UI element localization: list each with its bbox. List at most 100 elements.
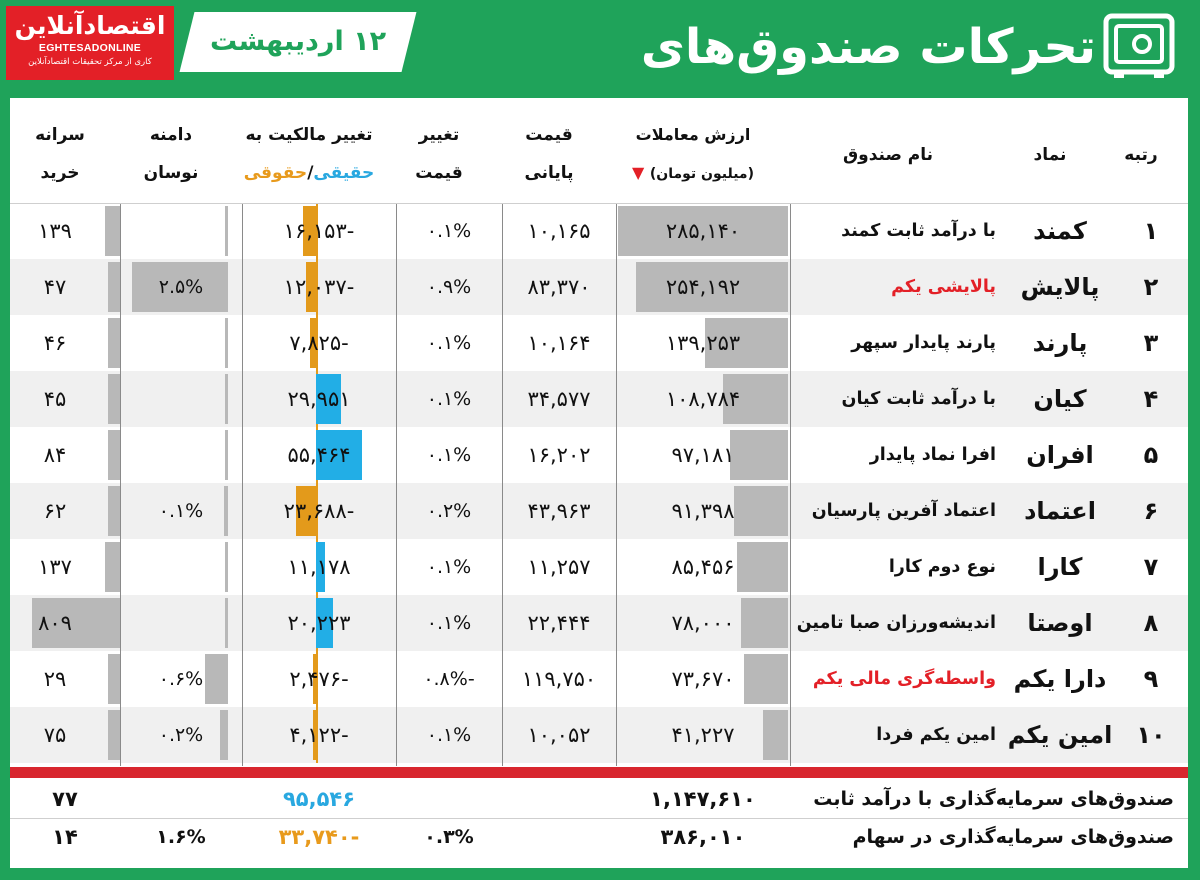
trade-value-text: ۱۰۸,۷۸۴ (665, 387, 741, 411)
summary-trade-value: ۳۸۶,۰۱۰ (660, 825, 746, 849)
summary-divider (10, 767, 1188, 778)
column-divider (120, 203, 121, 766)
per-capita-buy-text: ۱۳۹ (38, 219, 72, 243)
ownership-change-cell: -۲۳,۶۸۸ (242, 483, 396, 539)
table-row[interactable]: ۴ کیان با درآمد ثابت کیان ۱۰۸,۷۸۴ ۳۴,۵۷۷ ۰.۱%… (10, 371, 1188, 427)
per-capita-buy-cell: ۴۶ (10, 315, 120, 371)
symbol-cell: امین یکم (1007, 721, 1113, 749)
range-bar (225, 542, 228, 592)
header-trade-value: ارزش معاملات (میلیون تومان) ▼ (631, 125, 754, 182)
close-price-cell: ۱۰,۱۶۵ (527, 219, 591, 243)
table-row[interactable]: ۳ پارند پارند پایدار سپهر ۱۳۹,۲۵۳ ۱۰,۱۶۴ ۰.۱%… (10, 315, 1188, 371)
table-row[interactable]: ۱ کمند با درآمد ثابت کمند ۲۸۵,۱۴۰ ۱۰,۱۶۵ ۰.۱%… (10, 203, 1188, 259)
trade-value-cell: ۷۳,۶۷۰ (616, 651, 790, 707)
date-badge: ۱۲ اردیبهشت (179, 12, 417, 72)
per-capita-buy-bar (32, 598, 120, 648)
range-cell (120, 203, 242, 259)
summary-ownership-change: ۹۵,۵۴۶ (282, 787, 356, 811)
rank-cell: ۸ (1143, 609, 1159, 637)
fund-name-cell: با درآمد ثابت کیان (841, 389, 996, 409)
trade-value-text: ۷۸,۰۰۰ (671, 611, 735, 635)
ownership-change-text: ۲۰,۲۲۳ (287, 611, 351, 635)
range-cell: ۰.۶% (120, 651, 242, 707)
ownership-change-bar (316, 598, 333, 648)
table-row[interactable]: ۸ اوصتا اندیشه‌ورزان صبا تامین ۷۸,۰۰۰ ۲۲,۴۴۴… (10, 595, 1188, 651)
summary-row: صندوق‌های سرمایه‌گذاری در سهام ۳۸۶,۰۱۰ ۰.۳… (10, 818, 1188, 856)
range-text (120, 595, 242, 651)
trade-value-bar (741, 598, 788, 648)
trade-value-text: ۱۳۹,۲۵۳ (665, 331, 741, 355)
brand-logo[interactable]: اقتصادآنلاین EGHTESADONLINE کاری از مرکز… (6, 6, 174, 80)
range-text (120, 371, 242, 427)
range-bar (225, 430, 228, 480)
per-capita-buy-cell: ۴۷ (10, 259, 120, 315)
range-bar (225, 206, 228, 256)
trade-value-cell: ۱۳۹,۲۵۳ (616, 315, 790, 371)
per-capita-buy-bar (105, 206, 120, 256)
symbol-cell: اوصتا (1027, 609, 1093, 637)
trade-value-bar (730, 430, 788, 480)
ownership-axis (316, 203, 318, 259)
per-capita-buy-bar (108, 654, 120, 704)
fund-name-cell: امین یکم فردا (876, 725, 996, 745)
ownership-axis (316, 651, 318, 707)
trade-value-text: ۲۵۴,۱۹۲ (665, 275, 741, 299)
rank-cell: ۱۰ (1136, 721, 1166, 749)
symbol-cell: پارند (1032, 329, 1088, 357)
price-change-cell: ۰.۱% (426, 332, 472, 354)
trade-value-cell: ۱۰۸,۷۸۴ (616, 371, 790, 427)
range-cell: ۲.۵% (120, 259, 242, 315)
trade-value-cell: ۴۱,۲۲۷ (616, 707, 790, 763)
sort-desc-icon: ▼ (631, 163, 645, 182)
column-divider (396, 203, 397, 766)
close-price-cell: ۱۱,۲۵۷ (527, 555, 591, 579)
symbol-cell: دارا یکم (1013, 665, 1107, 693)
summary-label: صندوق‌های سرمایه‌گذاری در سهام (852, 826, 1174, 848)
range-text: ۰.۱% (158, 500, 204, 522)
trade-value-text: ۹۷,۱۸۱ (671, 443, 735, 467)
ownership-axis (316, 259, 318, 315)
range-cell (120, 427, 242, 483)
header-range: دامنه نوسان (143, 125, 199, 183)
table-row[interactable]: ۵ افران افرا نماد پایدار ۹۷,۱۸۱ ۱۶,۲۰۲ ۰.۱% ۵۵… (10, 427, 1188, 483)
summary-range (120, 780, 242, 818)
symbol-cell: کمند (1033, 217, 1087, 245)
header-rank: رتبه (1124, 145, 1158, 165)
ownership-change-bar (313, 654, 316, 704)
ownership-change-bar (316, 374, 341, 424)
trade-value-cell: ۲۸۵,۱۴۰ (616, 203, 790, 259)
per-capita-buy-cell: ۱۳۷ (10, 539, 120, 595)
symbol-cell: افران (1026, 441, 1094, 469)
range-cell: ۰.۲% (120, 707, 242, 763)
summary-per-capita-buy: ۱۴ (52, 825, 78, 849)
trade-value-bar (744, 654, 788, 704)
price-change-cell: ۰.۱% (426, 724, 472, 746)
fund-name-cell: با درآمد ثابت کمند (841, 221, 996, 241)
summary-price-change (396, 780, 502, 818)
table-row[interactable]: ۲ پالایش پالایشی یکم ۲۵۴,۱۹۲ ۸۳,۳۷۰ ۰.۹% -۱۲,۰… (10, 259, 1188, 315)
table-row[interactable]: ۷ کارا نوع دوم کارا ۸۵,۴۵۶ ۱۱,۲۵۷ ۰.۱% ۱۱,۱۷۸ ۱… (10, 539, 1188, 595)
symbol-cell: اعتماد (1024, 497, 1096, 525)
ownership-change-bar (303, 206, 316, 256)
ownership-change-text: ۱۱,۱۷۸ (287, 555, 351, 579)
ownership-change-cell: -۱۶,۱۵۳ (242, 203, 396, 259)
table-row[interactable]: ۱۰ امین یکم امین یکم فردا ۴۱,۲۲۷ ۱۰,۰۵۲ ۰.۱% -… (10, 707, 1188, 763)
trade-value-bar (723, 374, 788, 424)
rank-cell: ۶ (1143, 497, 1159, 525)
per-capita-buy-cell: ۱۳۹ (10, 203, 120, 259)
price-change-cell: -۰.۸% (423, 668, 475, 690)
trade-value-text: ۹۱,۳۹۸ (671, 499, 735, 523)
ownership-change-cell: ۲۹,۹۵۱ (242, 371, 396, 427)
price-change-cell: ۰.۹% (426, 276, 472, 298)
logo-subtitle: کاری از مرکز تحقیقات اقتصادآنلاین (28, 57, 152, 67)
header-per-capita-buy: سرانه خرید (35, 125, 85, 183)
table-row[interactable]: ۹ دارا یکم واسطه‌گری مالی یکم ۷۳,۶۷۰ ۱۱۹,۷۵۰… (10, 651, 1188, 707)
price-change-cell: ۰.۱% (426, 220, 472, 242)
table-row[interactable]: ۶ اعتماد اعتماد آفرین پارسیان ۹۱,۳۹۸ ۴۳,۹۶۳ ۰… (10, 483, 1188, 539)
close-price-cell: ۱۰,۱۶۴ (527, 331, 591, 355)
range-bar (132, 262, 228, 312)
range-text: ۰.۶% (158, 668, 204, 690)
ownership-change-text: -۱۲,۰۳۷ (283, 275, 355, 299)
trade-value-cell: ۹۱,۳۹۸ (616, 483, 790, 539)
ownership-change-bar (316, 542, 325, 592)
